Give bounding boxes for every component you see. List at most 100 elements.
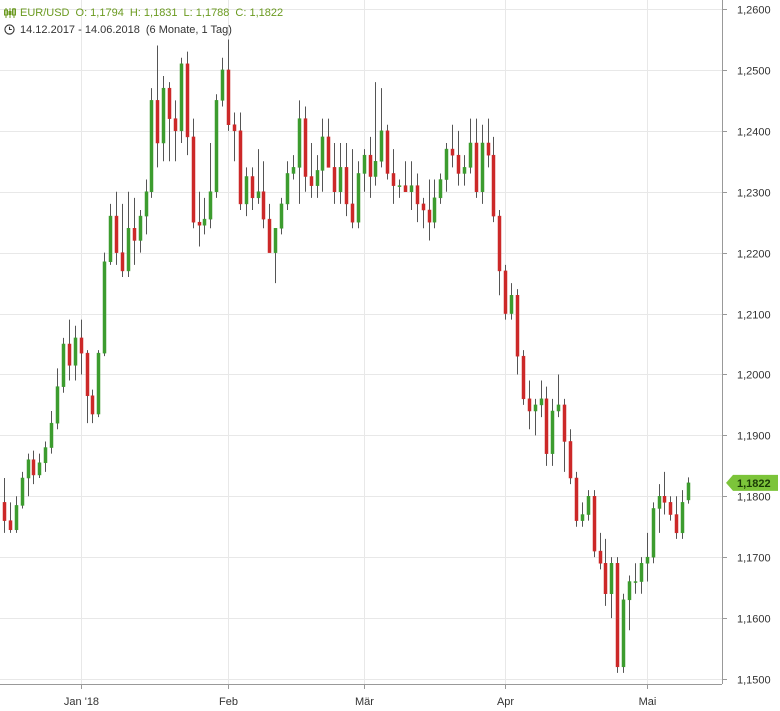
y-tick-label: 1,2200 [737, 249, 771, 261]
candle-body [332, 167, 337, 192]
candle-body [185, 63, 190, 138]
candle-body [415, 185, 420, 205]
candle-body [214, 100, 219, 192]
candle-body [373, 161, 378, 177]
y-tick-label: 1,1500 [737, 675, 771, 687]
candle-body [315, 170, 320, 186]
candle-body [409, 185, 414, 192]
candle-body [20, 477, 25, 506]
candle-body [397, 185, 402, 187]
y-tick-label: 1,2000 [737, 370, 771, 382]
candle-body [155, 100, 160, 144]
candle-body [356, 173, 361, 223]
candle-body [126, 228, 131, 272]
candle-body [179, 63, 184, 132]
y-tick-label: 1,2300 [737, 188, 771, 200]
candle-body [438, 179, 443, 199]
candle-body [273, 228, 278, 253]
candle-body [621, 599, 626, 668]
candle-body [238, 130, 243, 205]
candle-body [208, 191, 213, 220]
candle-body [680, 502, 685, 534]
candle-body [592, 496, 597, 552]
candlestick-icon [4, 7, 16, 19]
candle-body [497, 215, 502, 272]
x-tick-label: Feb [219, 696, 238, 708]
candle-body [8, 520, 13, 531]
candle-body [657, 496, 662, 509]
candle-body [615, 563, 620, 668]
candle-body [14, 505, 19, 531]
candle-body [598, 550, 603, 564]
y-tick-label: 1,1600 [737, 614, 771, 626]
candle-body [562, 404, 567, 442]
candle-body [444, 148, 449, 180]
candle-body [568, 441, 573, 479]
candle-body [544, 398, 549, 454]
candle-body [344, 167, 349, 205]
candle-body [149, 100, 154, 192]
candle-body [303, 118, 308, 177]
candle-body [509, 295, 514, 314]
candle-body [385, 130, 390, 174]
close-value: C: 1,1822 [235, 6, 284, 19]
candle-body [220, 69, 225, 101]
candle-body [674, 514, 679, 534]
candle-body [49, 422, 54, 448]
candle-body [539, 398, 544, 406]
candle-body [320, 136, 325, 171]
candle-body [403, 185, 408, 192]
x-tick-label: Mär [355, 696, 374, 708]
last-price-badge-shape [726, 474, 778, 491]
candle-body [267, 218, 272, 253]
period-label: (6 Monate, 1 Tag) [145, 23, 232, 36]
chart-header: EUR/USD O: 1,1794 H: 1,1831 L: 1,1788 C:… [4, 5, 289, 37]
y-tick-label: 1,2400 [737, 127, 771, 139]
candle-body [261, 191, 266, 220]
candle-body [132, 228, 137, 241]
candle-body [309, 176, 314, 186]
clock-icon [4, 24, 16, 36]
y-tick-label: 1,2500 [737, 66, 771, 78]
candle-body [326, 136, 331, 168]
candle-body [67, 343, 72, 366]
candle-body [55, 386, 60, 424]
candle-body [462, 167, 467, 174]
candle-body [556, 404, 561, 412]
candle-body [338, 167, 343, 192]
candle-body [486, 142, 491, 156]
candle-body [609, 563, 614, 594]
candle-body [256, 191, 261, 199]
candle-body [96, 352, 101, 415]
candle-body [226, 69, 231, 125]
candle-body [686, 482, 691, 501]
last-price-label: 1,1822 [737, 478, 771, 490]
last-price-badge: 1,1822 [726, 474, 778, 491]
candle-body [391, 173, 396, 186]
candle-body [31, 459, 36, 476]
candle-body [668, 502, 673, 515]
candle-body [503, 270, 508, 314]
symbol-label: EUR/USD [20, 6, 70, 19]
candle-body [26, 459, 31, 479]
candle-body [279, 203, 284, 229]
candles-group [2, 39, 691, 673]
candle-body [250, 176, 255, 199]
y-tick-label: 1,2100 [737, 310, 771, 322]
candle-body [197, 221, 202, 226]
candle-body [90, 395, 95, 415]
candle-body [173, 118, 178, 132]
candle-body [79, 337, 84, 354]
candle-body [73, 337, 78, 366]
candle-body [603, 563, 608, 594]
candle-body [491, 154, 496, 217]
y-axis: 1,2600 1,2500 1,2400 1,2300 1,2200 1,2100 1,20… [722, 0, 771, 687]
candle-body [662, 496, 667, 503]
candle-body [37, 462, 42, 476]
candle-body [350, 203, 355, 223]
candle-body [244, 176, 249, 205]
candle-body [61, 343, 66, 387]
candle-body [580, 514, 585, 521]
x-tick-label: Mai [639, 696, 657, 708]
candle-body [191, 136, 196, 223]
